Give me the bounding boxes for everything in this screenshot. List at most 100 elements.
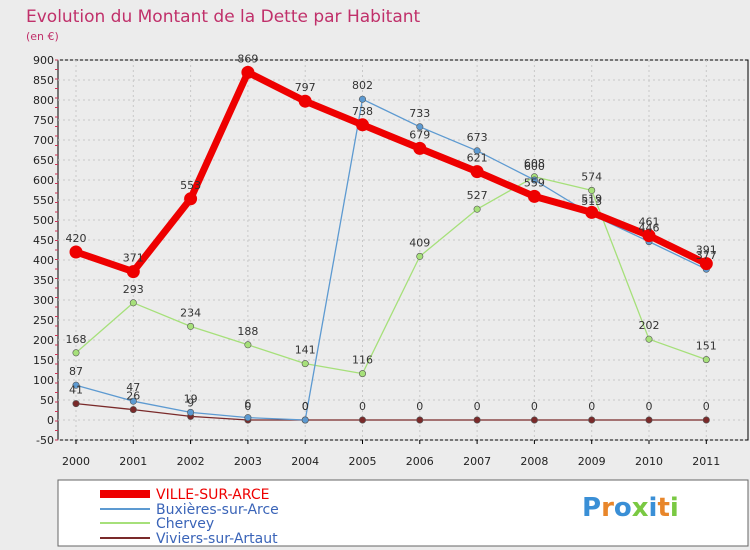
data-label: 0: [302, 400, 309, 413]
data-label: 574: [581, 170, 602, 183]
series-point-0: [527, 189, 541, 203]
y-tick-label: 650: [33, 154, 54, 167]
series-point-0: [184, 192, 198, 206]
y-tick-label: 850: [33, 74, 54, 87]
series-point-1: [473, 147, 481, 155]
y-tick-label: -50: [36, 434, 54, 447]
proxiti-logo: Proxiti: [582, 493, 679, 523]
data-label: 553: [180, 179, 201, 192]
legend-area: [57, 479, 749, 547]
logo-letter: i: [649, 493, 658, 523]
data-label: 141: [295, 344, 316, 357]
data-label: 0: [244, 400, 251, 413]
y-tick-label: 500: [33, 214, 54, 227]
data-label: 391: [696, 244, 717, 257]
y-tick-label: 100: [33, 374, 54, 387]
series-point-2: [473, 205, 481, 213]
legend-label: Buxières-sur-Arce: [156, 502, 279, 518]
x-tick-label: 2004: [291, 455, 319, 468]
data-label: 797: [295, 81, 316, 94]
data-label: 0: [703, 400, 710, 413]
series-line-3: [75, 402, 707, 421]
series-point-0: [69, 245, 83, 259]
x-tick-label: 2005: [349, 455, 377, 468]
x-tick-label: 2007: [463, 455, 491, 468]
y-tick-label: 900: [33, 54, 54, 67]
data-label: 513: [581, 195, 602, 208]
data-label: 202: [639, 319, 660, 332]
legend-label: VILLE-SUR-ARCE: [156, 487, 269, 503]
logo-letter: i: [670, 493, 679, 523]
series-point-2: [72, 349, 80, 357]
x-tick-label: 2000: [62, 455, 90, 468]
y-tick-label: 0: [47, 414, 54, 427]
series-point-0: [585, 205, 599, 219]
plot-area: [57, 59, 749, 441]
data-label: 377: [696, 249, 717, 262]
y-tick-label: 400: [33, 254, 54, 267]
series-point-3: [530, 416, 538, 424]
series-point-3: [129, 406, 137, 414]
series-point-3: [645, 416, 653, 424]
x-tick-label: 2009: [578, 455, 606, 468]
data-label: 461: [639, 216, 660, 229]
data-label: 19: [184, 392, 198, 405]
data-label: 9: [187, 396, 194, 409]
data-label: 733: [409, 107, 430, 120]
x-tick-label: 2006: [406, 455, 434, 468]
data-label: 600: [524, 160, 545, 173]
series-point-2: [702, 356, 710, 364]
series-point-0: [642, 229, 656, 243]
series-point-3: [702, 416, 710, 424]
y-tick-label: 50: [40, 394, 54, 407]
legend-label: Chervey: [156, 516, 214, 532]
data-label: 446: [639, 222, 660, 235]
data-label: 559: [524, 176, 545, 189]
data-label: 0: [359, 400, 366, 413]
y-tick-label: 300: [33, 294, 54, 307]
data-label: 188: [237, 325, 258, 338]
y-tick-label: 550: [33, 194, 54, 207]
series-point-1: [530, 176, 538, 184]
y-tick-label: 450: [33, 234, 54, 247]
y-tick-label: 600: [33, 174, 54, 187]
logo-letter: P: [582, 493, 601, 523]
series-point-1: [244, 414, 252, 422]
data-label: 0: [531, 400, 538, 413]
series-point-2: [588, 186, 596, 194]
data-label: 116: [352, 354, 373, 367]
series-point-3: [72, 400, 80, 408]
series-point-2: [244, 341, 252, 349]
series-point-2: [645, 335, 653, 343]
data-labels: 41 26 9 0 0 0 0 0 0 0 0 0 168 293 234 188 141 116 409 527 60…: [66, 52, 717, 413]
data-label: 293: [123, 283, 144, 296]
y-tick-label: 750: [33, 114, 54, 127]
series-point-0: [470, 165, 484, 179]
data-label: 41: [69, 384, 83, 397]
data-label: 679: [409, 128, 430, 141]
series-point-1: [187, 408, 195, 416]
series-lines: [69, 65, 713, 424]
series-point-1: [358, 95, 366, 103]
data-label: 234: [180, 306, 201, 319]
data-label: 527: [467, 189, 488, 202]
series-point-0: [413, 141, 427, 155]
data-label: 519: [581, 192, 602, 205]
series-point-3: [358, 416, 366, 424]
data-label: 738: [352, 105, 373, 118]
data-label: 47: [126, 381, 140, 394]
data-label: 673: [467, 131, 488, 144]
data-label: 151: [696, 340, 717, 353]
logo-letter: t: [657, 493, 669, 523]
data-label: 621: [467, 152, 488, 165]
chart-subtitle: (en €): [26, 30, 59, 43]
x-tick-label: 2011: [692, 455, 720, 468]
data-label: 168: [66, 333, 87, 346]
data-label: 0: [302, 400, 309, 413]
data-label: 409: [409, 236, 430, 249]
data-label: 802: [352, 79, 373, 92]
y-tick-label: 150: [33, 354, 54, 367]
x-tick-label: 2008: [520, 455, 548, 468]
series-point-2: [187, 322, 195, 330]
